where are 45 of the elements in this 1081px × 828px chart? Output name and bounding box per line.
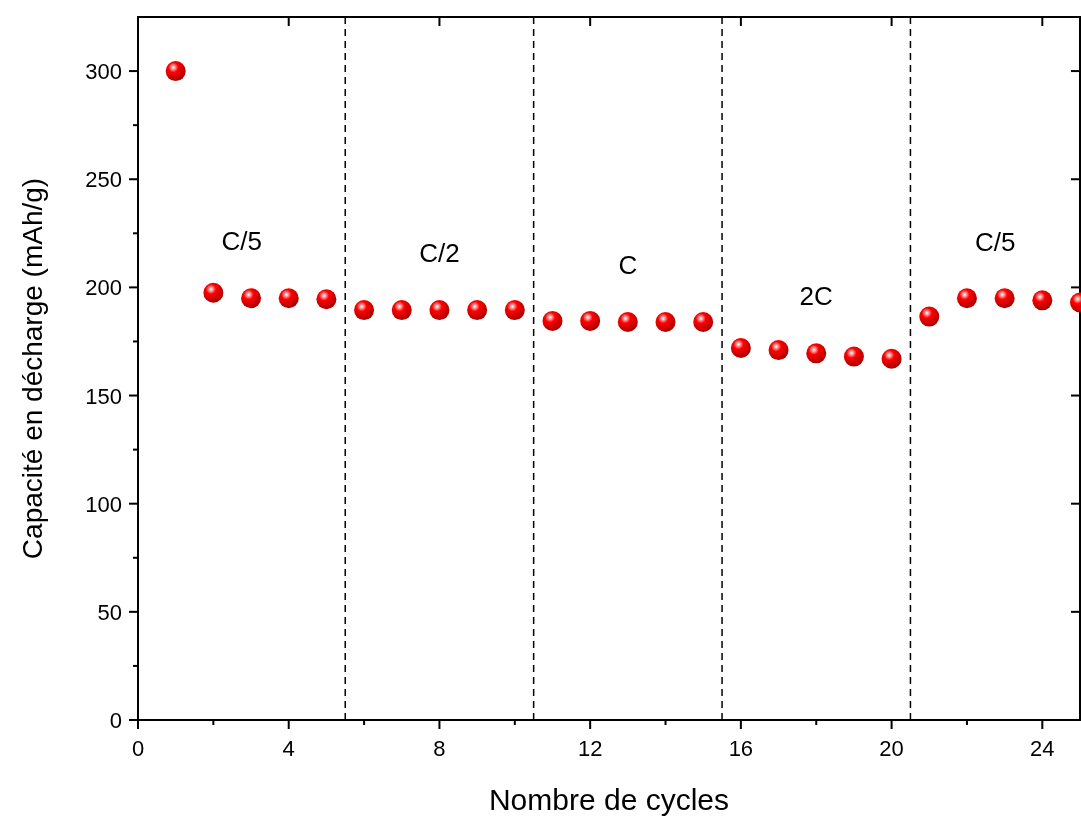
point <box>1032 290 1053 311</box>
point <box>504 300 525 321</box>
point <box>316 289 337 310</box>
annotation: C/5 <box>221 226 262 257</box>
point <box>467 300 488 321</box>
point <box>391 300 412 321</box>
x-tick-label: 4 <box>282 736 295 761</box>
point <box>730 337 751 358</box>
point <box>693 311 714 332</box>
y-tick-label: 150 <box>85 383 122 409</box>
y-tick-label: 100 <box>85 491 122 517</box>
point <box>919 306 940 327</box>
point <box>956 288 977 309</box>
point <box>278 288 299 309</box>
y-axis-title: Capacité en décharge (mAh/g) <box>17 177 48 560</box>
point <box>165 61 186 82</box>
point <box>580 310 601 331</box>
annotation: C/5 <box>974 227 1016 258</box>
annotation: C <box>618 249 638 280</box>
x-axis-title: Nombre de cycles <box>488 783 730 816</box>
y-tick-label: 250 <box>85 167 122 193</box>
annotation: 2C <box>799 281 833 312</box>
x-tick-label: 12 <box>577 736 603 761</box>
point <box>655 311 676 332</box>
point <box>994 288 1015 309</box>
point <box>203 282 224 303</box>
y-tick-label: 50 <box>97 599 122 625</box>
y-tick-label: 200 <box>85 275 122 301</box>
point <box>843 346 864 367</box>
point <box>768 340 789 361</box>
x-tick-label: 0 <box>131 736 145 761</box>
x-tick-label: 8 <box>433 736 446 761</box>
point <box>354 300 375 321</box>
annotation: C/2 <box>419 238 460 269</box>
y-tick-label: 300 <box>85 59 122 85</box>
point <box>241 288 262 309</box>
x-tick-label: 24 <box>1030 736 1055 761</box>
point <box>542 310 563 331</box>
point <box>806 343 827 364</box>
point <box>617 311 638 332</box>
x-tick-label: 16 <box>728 736 754 761</box>
point <box>429 300 450 321</box>
y-tick-label: 0 <box>109 708 122 733</box>
x-tick-label: 20 <box>879 736 904 761</box>
point <box>881 348 902 369</box>
